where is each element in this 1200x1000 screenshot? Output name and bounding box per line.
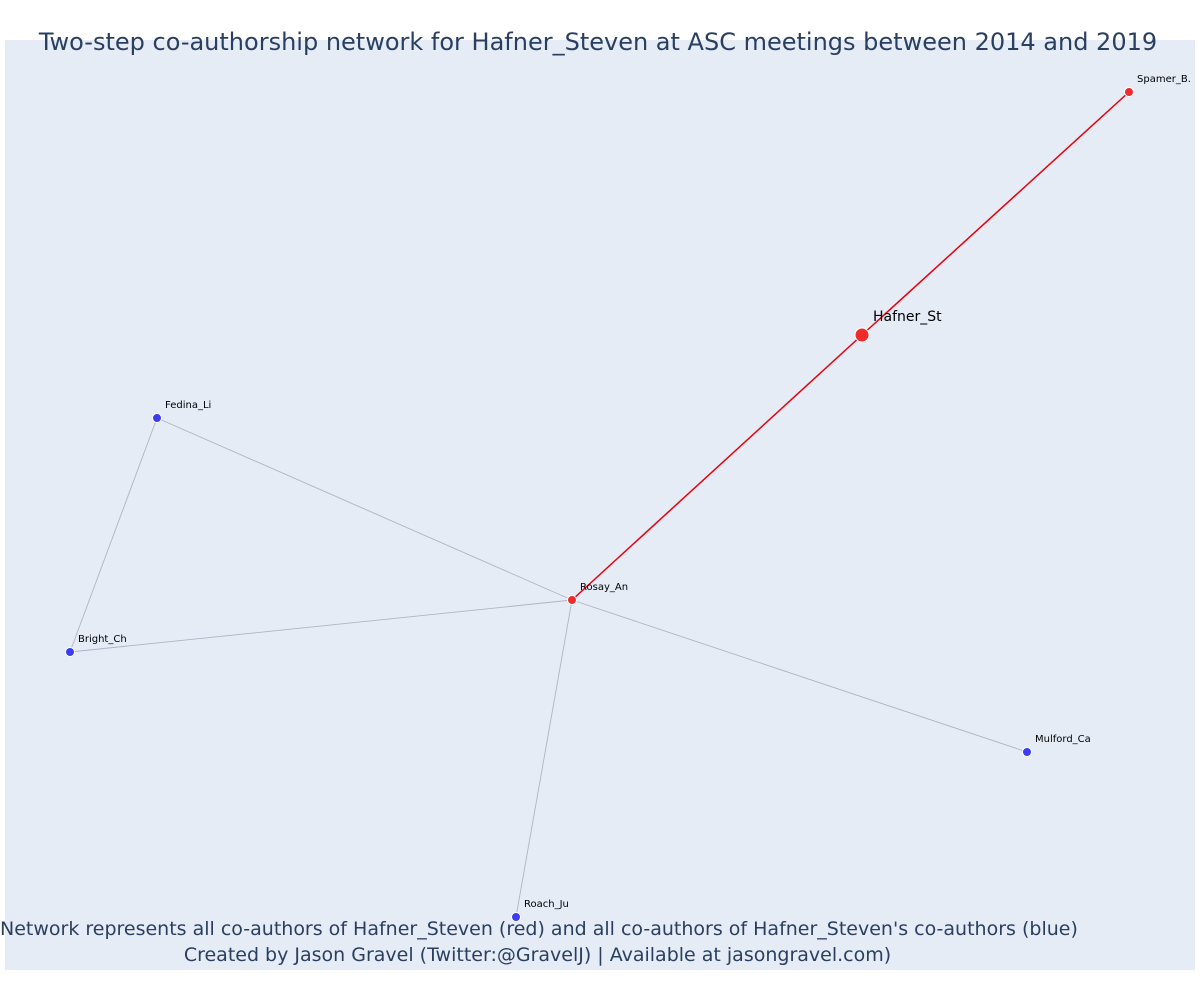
- caption-description: Network represents all co-authors of Haf…: [0, 918, 1078, 940]
- edge-Rosay_An-Fedina_Li: [156, 417, 573, 601]
- edge-Rosay_An-Mulford_Ca: [571, 599, 1028, 753]
- node-label-Bright_Ch: Bright_Ch: [78, 634, 127, 645]
- edge-Hafner_St-Spamer_B.: [861, 91, 1130, 336]
- node-label-Mulford_Ca: Mulford_Ca: [1035, 734, 1091, 745]
- node-label-Roach_Ju: Roach_Ju: [524, 899, 569, 910]
- plot-background: [5, 40, 1195, 970]
- node-label-Hafner_St: Hafner_St: [873, 309, 942, 325]
- edge-Rosay_An-Bright_Ch: [69, 599, 573, 653]
- caption-credit: Created by Jason Gravel (Twitter:@Gravel…: [183, 944, 892, 966]
- edges-layer: [69, 91, 1130, 918]
- node-label-Rosay_An: Rosay_An: [580, 582, 628, 593]
- node-label-Fedina_Li: Fedina_Li: [165, 400, 211, 411]
- node-Hafner_St[interactable]: [854, 327, 870, 343]
- node-Bright_Ch[interactable]: [65, 647, 75, 657]
- edge-Rosay_An-Roach_Ju: [515, 599, 573, 918]
- edge-Fedina_Li-Bright_Ch: [69, 417, 158, 653]
- node-Roach_Ju[interactable]: [511, 912, 521, 922]
- labels-layer: Hafner_St Spamer_B. Rosay_An Fedina_Li Brigh…: [78, 74, 1191, 910]
- node-Fedina_Li[interactable]: [152, 413, 162, 423]
- chart-title: Two-step co-authorship network for Hafne…: [38, 28, 1158, 56]
- node-Rosay_An[interactable]: [567, 595, 577, 605]
- node-Spamer_B.[interactable]: [1124, 87, 1134, 97]
- node-Mulford_Ca[interactable]: [1022, 747, 1032, 757]
- nodes-layer: [65, 87, 1134, 922]
- edge-Hafner_St-Rosay_An: [571, 334, 863, 601]
- node-label-Spamer_B.: Spamer_B.: [1137, 74, 1191, 85]
